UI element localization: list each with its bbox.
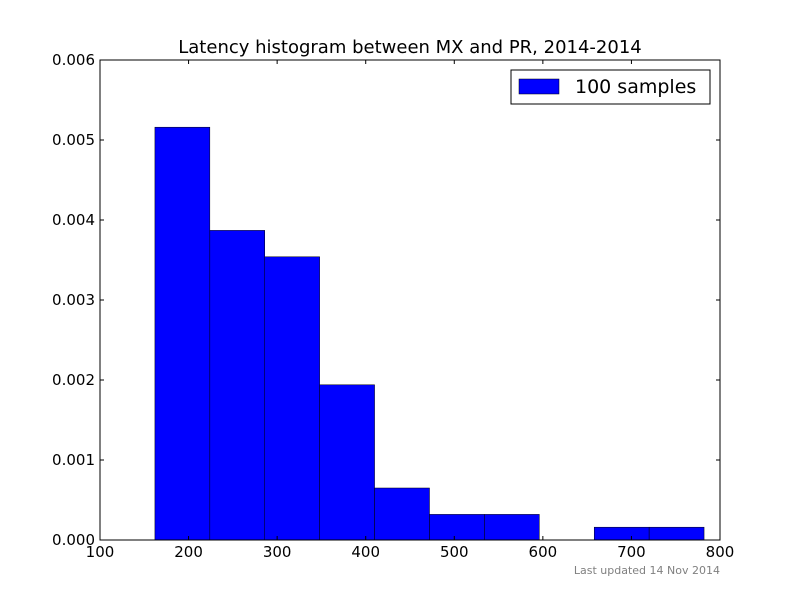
x-tick-label-2: 300 [263, 543, 292, 561]
y-tick-label-1: 0.001 [52, 451, 95, 469]
y-tick-label-6: 0.006 [52, 51, 95, 69]
y-tick-label-0: 0.000 [52, 531, 95, 549]
histogram-bar-3 [319, 384, 375, 541]
histogram-bar-4 [374, 487, 430, 541]
histogram-bar-9 [648, 526, 705, 541]
legend-swatch [518, 78, 560, 95]
legend-label: 100 samples [575, 76, 696, 98]
y-tick-label-4: 0.004 [52, 211, 95, 229]
y-tick-label-5: 0.005 [52, 131, 95, 149]
histogram-bar-1 [209, 230, 265, 541]
bars-group [154, 126, 705, 541]
x-tick-label-1: 200 [174, 543, 203, 561]
histogram-bar-8 [593, 526, 650, 541]
ticks-group: 100 200 300 400 500 600 700 800 0.000 0.001 0.002 0… [52, 51, 734, 561]
x-tick-label-7: 800 [706, 543, 735, 561]
chart-title: Latency histogram between MX and PR, 201… [178, 37, 641, 58]
y-tick-label-2: 0.002 [52, 371, 95, 389]
histogram-bar-5 [429, 514, 485, 541]
y-tick-label-3: 0.003 [52, 291, 95, 309]
last-updated-note: Last updated 14 Nov 2014 [574, 564, 720, 577]
histogram-bar-0 [154, 126, 211, 541]
x-tick-label-6: 700 [617, 543, 646, 561]
x-tick-label-3: 400 [351, 543, 380, 561]
histogram-bar-2 [264, 256, 320, 541]
histogram-bar-6 [484, 514, 540, 541]
x-tick-label-5: 600 [529, 543, 558, 561]
x-tick-label-4: 500 [440, 543, 469, 561]
legend: 100 samples [510, 69, 711, 105]
x-tick-label-0: 100 [86, 543, 115, 561]
